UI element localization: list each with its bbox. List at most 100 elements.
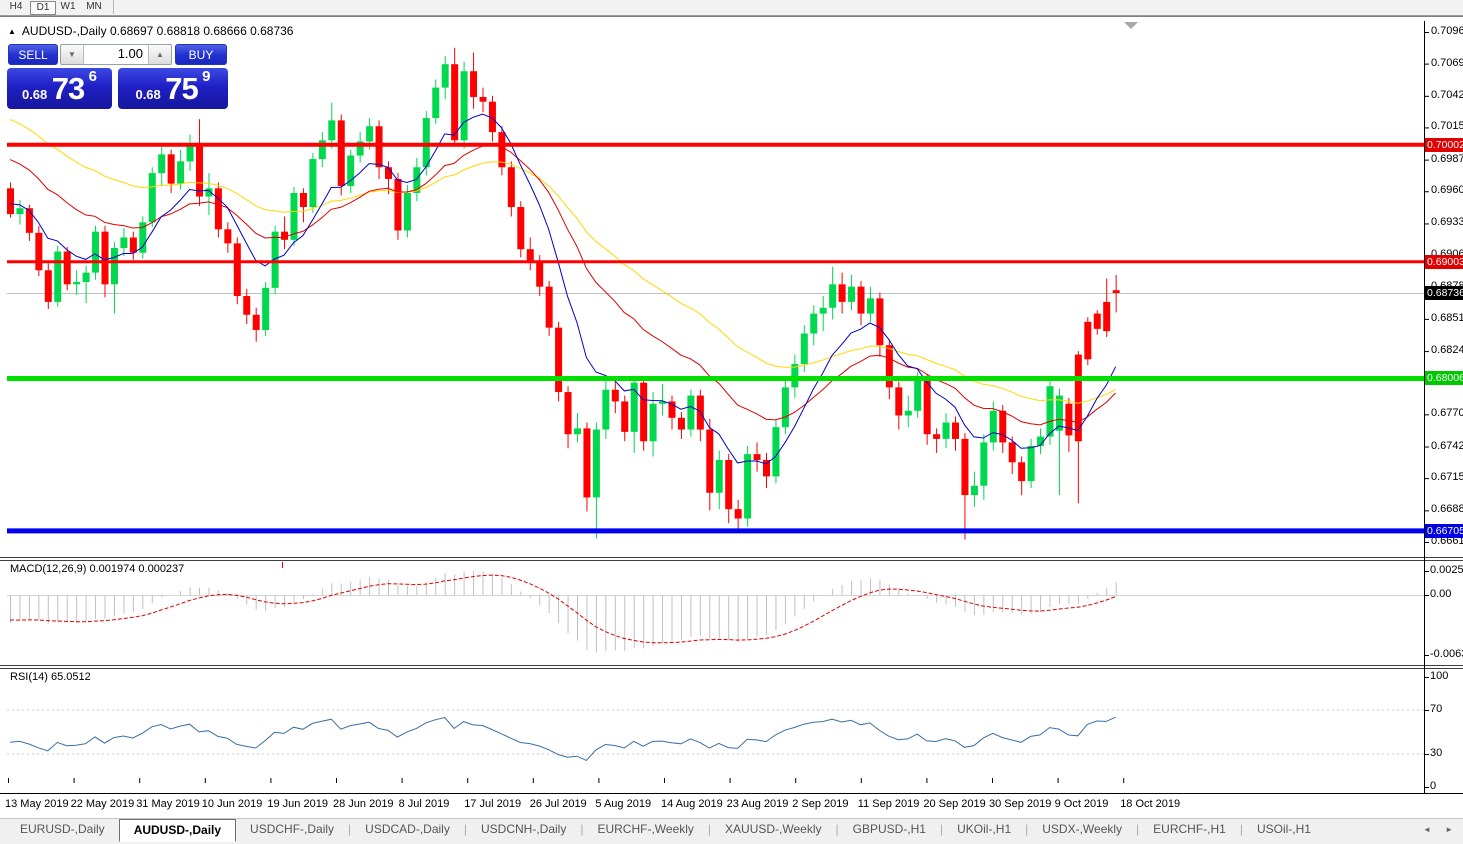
- chart-tab-eurchf-weekly[interactable]: EURCHF-,Weekly: [597, 822, 694, 836]
- chart-shift-icon: [1124, 22, 1138, 29]
- level-price-badge: 0.69003: [1425, 254, 1463, 269]
- main-plot: [7, 47, 1424, 540]
- bid-price-badge: 0.68736: [1425, 286, 1463, 300]
- rsi-label: RSI(14) 65.0512: [10, 671, 91, 683]
- price-axis-tick: 0.70695: [1431, 56, 1463, 69]
- tab-separator: |: [463, 822, 467, 836]
- price-axis-tick: 0.69875: [1431, 152, 1463, 165]
- chart-tab-gbpusd-h1[interactable]: GBPUSD-,H1: [852, 822, 926, 836]
- chart-tab-usdchf-daily[interactable]: USDCHF-,Daily: [250, 822, 335, 836]
- macd-plot: [7, 570, 1424, 653]
- macd-label: MACD(12,26,9) 0.001974 0.000237: [10, 563, 185, 575]
- rsi-axis-tick: 70: [1430, 703, 1443, 715]
- tab-separator: |: [1136, 822, 1140, 836]
- rsi-plot: [7, 709, 1424, 762]
- collapse-panel-icon[interactable]: ▲: [8, 27, 16, 36]
- buy-price-display[interactable]: 0.68 75 9: [118, 68, 228, 109]
- price-axis-tick: 0.67425: [1431, 439, 1463, 452]
- buy-price-prefix: 0.68: [135, 87, 161, 102]
- date-axis-label: 19 Jun 2019: [267, 798, 328, 810]
- date-axis-label: 5 Aug 2019: [595, 798, 652, 810]
- timeframe-button-h4[interactable]: H4: [9, 1, 23, 12]
- tab-separator: |: [835, 822, 839, 836]
- date-axis-label: 20 Sep 2019: [923, 798, 986, 810]
- sell-price-digits: 73: [51, 71, 85, 106]
- tab-separator: |: [348, 822, 352, 836]
- chart-tab-audusd-daily[interactable]: AUDUSD-,Daily: [118, 819, 237, 842]
- price-axis-tick: 0.67155: [1431, 471, 1463, 484]
- date-axis-label: 26 Jul 2019: [529, 798, 587, 810]
- rsi-axis-tick: 30: [1430, 747, 1443, 759]
- sell-price-pip: 6: [88, 68, 98, 85]
- chart-tab-usdx-weekly[interactable]: USDX-,Weekly: [1042, 822, 1123, 836]
- level-price-badge: 0.68006: [1425, 371, 1463, 386]
- macd-axis-tick: 0.00: [1430, 588, 1452, 600]
- tab-separator: |: [707, 822, 712, 836]
- date-axis-label: 23 Aug 2019: [726, 798, 789, 810]
- chart-tab-xauusd-weekly[interactable]: XAUUSD-,Weekly: [725, 822, 822, 836]
- ohlc-values: 0.68697 0.68818 0.68666 0.68736: [109, 24, 294, 38]
- volume-increase-icon[interactable]: ▲: [156, 50, 164, 59]
- buy-price-pip: 9: [202, 68, 211, 85]
- date-axis-label: 10 Jun 2019: [201, 798, 263, 810]
- buy-price-digits: 75: [165, 71, 198, 106]
- date-axis-label: 30 Sep 2019: [989, 798, 1052, 810]
- volume-input[interactable]: 1.00: [83, 45, 149, 64]
- timeframe-button-w1[interactable]: W1: [60, 1, 76, 12]
- tab-separator: |: [1239, 822, 1243, 836]
- price-chart-canvas[interactable]: [0, 17, 1463, 818]
- rsi-axis-tick: 100: [1430, 670, 1449, 682]
- chart-tab-usdcnh-daily[interactable]: USDCNH-,Daily: [480, 822, 567, 836]
- price-axis-tick: 0.68515: [1431, 311, 1463, 324]
- chart-tab-usoil-h1[interactable]: USOil-,H1: [1256, 822, 1311, 836]
- sell-price-display[interactable]: 0.68 73 6: [7, 68, 112, 109]
- one-click-trading-panel: SELL ▼ 1.00 ▲ BUY 0.68 73 6 0.68 75 9: [7, 42, 228, 110]
- buy-button[interactable]: BUY: [175, 44, 227, 65]
- date-axis-label: 31 May 2019: [136, 798, 200, 810]
- date-axis-label: 17 Jul 2019: [464, 798, 522, 810]
- chart-tab-eurusd-daily[interactable]: EURUSD-,Daily: [20, 822, 105, 836]
- tab-separator: |: [1025, 822, 1029, 836]
- macd-axis-tick: -0.006326: [1430, 648, 1463, 660]
- timeframe-toolbar: H4 D1 W1 MN: [0, 0, 1463, 16]
- date-axis-label: 2 Sep 2019: [792, 798, 849, 810]
- tab-scroll-arrows-icon[interactable]: ◄ ►: [1422, 825, 1459, 834]
- chart-tab-usdcad-daily[interactable]: USDCAD-,Daily: [365, 822, 450, 836]
- date-axis-label: 18 Oct 2019: [1120, 798, 1181, 810]
- timeframe-button-d1[interactable]: D1: [30, 1, 56, 15]
- level-price-badge: 0.70002: [1425, 137, 1463, 152]
- date-axis-label: 8 Jul 2019: [398, 798, 450, 810]
- date-axis-label: 9 Oct 2019: [1054, 798, 1109, 810]
- sell-price-prefix: 0.68: [21, 87, 48, 102]
- chart-tab-eurchf-h1[interactable]: EURCHF-,H1: [1153, 822, 1226, 836]
- tab-separator: |: [580, 822, 584, 836]
- macd-axis-tick: 0.002574: [1430, 564, 1463, 576]
- date-axis-label: 22 May 2019: [70, 798, 135, 810]
- toolbar-separator: [113, 0, 114, 14]
- chart-window: ▲ AUDUSD-,Daily 0.68697 0.68818 0.68666 0…: [0, 16, 1463, 818]
- sell-button[interactable]: SELL: [8, 44, 58, 65]
- tab-separator: |: [939, 822, 944, 836]
- date-axis-label: 13 May 2019: [5, 798, 69, 810]
- date-axis-label: 14 Aug 2019: [661, 798, 723, 810]
- date-axis-label: 11 Sep 2019: [857, 798, 920, 810]
- timeframe-button-mn[interactable]: MN: [86, 1, 102, 12]
- date-axis-label: 28 Jun 2019: [333, 798, 394, 810]
- chart-tab-ukoil-h1[interactable]: UKOil-,H1: [957, 822, 1012, 836]
- chart-title: ▲ AUDUSD-,Daily 0.68697 0.68818 0.68666 0…: [8, 24, 293, 38]
- price-axis-tick: 0.69605: [1431, 184, 1463, 197]
- volume-decrease-icon[interactable]: ▼: [68, 50, 76, 59]
- rsi-axis-tick: 0: [1430, 780, 1437, 792]
- price-axis-tick: 0.70965: [1431, 24, 1463, 37]
- chart-tab-bar: EURUSD-,Daily AUDUSD-,Daily USDCHF-,Daily |…: [0, 818, 1463, 844]
- volume-stepper: ▼ 1.00 ▲: [60, 44, 172, 65]
- level-price-badge: 0.66705: [1425, 523, 1463, 538]
